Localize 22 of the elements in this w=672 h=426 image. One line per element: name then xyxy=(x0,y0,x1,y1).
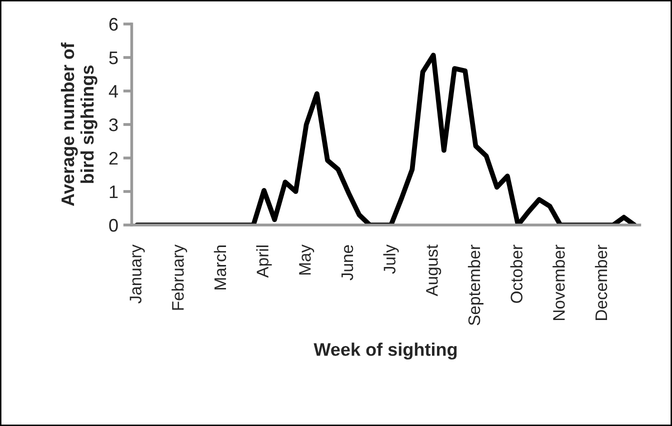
line-series xyxy=(134,52,637,225)
x-tick-label: October xyxy=(510,244,522,303)
x-tick-label: December xyxy=(594,244,608,320)
y-tick-label: 5 xyxy=(109,52,118,64)
x-tick-label: January xyxy=(130,244,145,304)
x-axis-title: Week of sighting xyxy=(314,342,457,360)
y-tick-label: 2 xyxy=(109,152,118,165)
x-tick-label: May xyxy=(299,244,314,275)
y-tick-label: 6 xyxy=(109,18,118,31)
y-tick-label: 4 xyxy=(108,85,118,98)
y-tick-label: 0 xyxy=(109,218,118,232)
x-tick-label: March xyxy=(214,246,226,290)
x-tick-label: August xyxy=(426,244,442,296)
y-axis-title: Average number of bird sightings xyxy=(60,42,98,206)
x-tick-label: September xyxy=(468,244,484,326)
x-tick-label: November xyxy=(552,244,565,320)
x-tick-label: June xyxy=(342,245,354,280)
x-tick-label: July xyxy=(383,244,399,274)
x-tick-label: April xyxy=(256,246,272,278)
y-tick-label: 1 xyxy=(110,186,118,198)
y-tick-label: 3 xyxy=(109,118,118,132)
x-tick-label: February xyxy=(172,244,188,310)
